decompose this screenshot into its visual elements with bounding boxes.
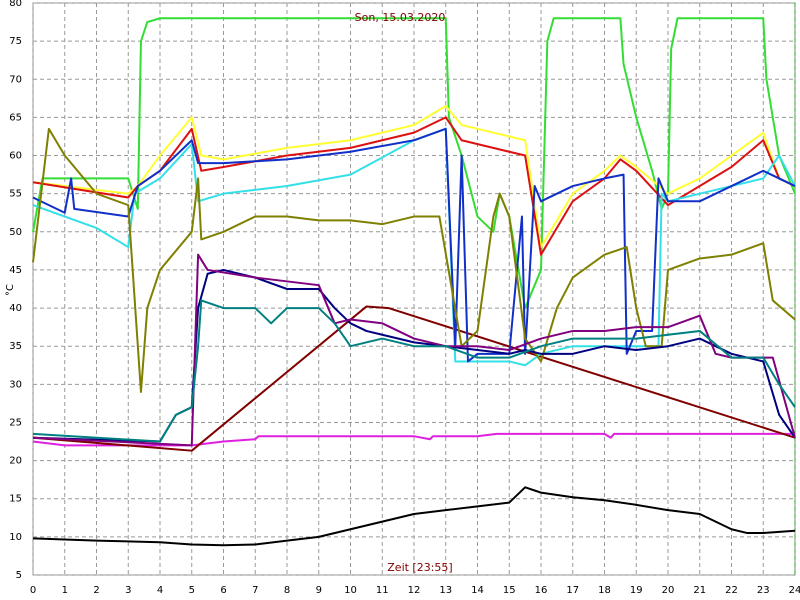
- y-tick-label: 70: [9, 74, 22, 85]
- y-tick-label: 20: [9, 456, 22, 467]
- y-axis-label: °C: [5, 284, 16, 296]
- series-line: [32, 268, 796, 443]
- x-tick-label: 16: [535, 585, 548, 596]
- series-line: [32, 299, 796, 443]
- x-tick-label: 11: [376, 585, 389, 596]
- y-tick-label: 25: [9, 417, 22, 428]
- y-tick-label: 50: [9, 227, 22, 238]
- x-tick-label: 21: [693, 585, 706, 596]
- x-tick-label: 12: [408, 585, 421, 596]
- y-tick-label: 60: [9, 151, 22, 162]
- y-tick-label: 80: [9, 0, 22, 9]
- x-tick-label: 0: [30, 585, 36, 596]
- x-tick-label: 6: [220, 585, 226, 596]
- x-tick-label: 24: [789, 585, 800, 596]
- series-line: [32, 17, 796, 310]
- x-tick-label: 20: [662, 585, 675, 596]
- x-tick-label: 3: [125, 585, 131, 596]
- x-tick-label: 5: [189, 585, 195, 596]
- x-tick-label: 19: [630, 585, 643, 596]
- x-tick-label: 13: [439, 585, 452, 596]
- y-tick-label: 5: [16, 570, 22, 581]
- x-tick-label: 4: [157, 585, 163, 596]
- x-tick-label: 2: [93, 585, 99, 596]
- series-line: [32, 127, 796, 363]
- y-tick-label: 75: [9, 36, 22, 47]
- x-tick-label: 17: [566, 585, 579, 596]
- x-tick-label: 9: [316, 585, 322, 596]
- x-tick-label: 10: [344, 585, 357, 596]
- labels: Son, 15.03.2020 Zeit [23:55] °C 51015202…: [5, 0, 800, 596]
- x-tick-label: 23: [757, 585, 770, 596]
- series-line: [32, 432, 795, 447]
- series-line: [32, 253, 796, 447]
- y-tick-label: 10: [9, 532, 22, 543]
- y-tick-label: 40: [9, 303, 22, 314]
- chart-title: Son, 15.03.2020: [355, 11, 446, 24]
- x-tick-label: 8: [284, 585, 290, 596]
- series-line: [32, 116, 796, 256]
- y-tick-label: 30: [9, 379, 22, 390]
- x-tick-label: 18: [598, 585, 611, 596]
- lines: [32, 17, 796, 547]
- x-axis-label: Zeit [23:55]: [387, 561, 452, 574]
- x-tick-label: 22: [725, 585, 738, 596]
- y-tick-label: 45: [9, 265, 22, 276]
- series-line: [32, 104, 796, 249]
- x-tick-label: 1: [62, 585, 68, 596]
- x-tick-label: 15: [503, 585, 516, 596]
- y-tick-label: 15: [9, 494, 22, 505]
- y-tick-label: 55: [9, 189, 22, 200]
- series-line: [32, 486, 796, 547]
- x-tick-label: 7: [252, 585, 258, 596]
- y-tick-label: 65: [9, 112, 22, 123]
- series-line: [32, 127, 796, 367]
- grid: [32, 2, 796, 576]
- y-tick-label: 35: [9, 341, 22, 352]
- x-tick-label: 14: [471, 585, 484, 596]
